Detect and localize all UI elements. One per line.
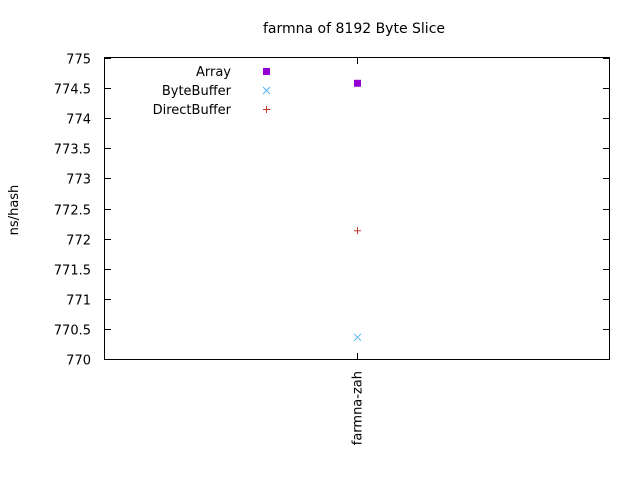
legend-label: Array [196,65,231,80]
y-tick-label: 771 [66,294,91,309]
y-tick-label: 770 [66,354,91,369]
legend-label: ByteBuffer [162,84,232,99]
data-points [354,80,361,341]
y-tick-label: 773 [66,173,91,188]
x-axis: farmna-zah [351,58,366,445]
y-tick-label: 772.5 [54,204,91,219]
y-tick-label: 775 [66,53,91,68]
chart-title: farmna of 8192 Byte Slice [263,21,445,37]
legend-marker [263,106,270,113]
y-tick-label: 773.5 [54,143,91,158]
y-tick-label: 774 [66,113,91,128]
legend: Array ByteBuffer DirectBuffer [153,65,270,118]
legend-marker [263,87,270,94]
legend-marker [263,68,270,75]
legend-label: DirectBuffer [153,103,232,118]
y-tick-label: 774.5 [54,83,91,98]
y-tick-label: 771.5 [54,264,91,279]
y-tick-label: 772 [66,234,91,249]
y-axis: 770 770.5 771 771.5 772 772.5 773 773.5 774 774.5… [54,53,609,369]
data-point [354,227,361,234]
data-point [354,80,361,87]
data-point [354,334,361,341]
x-tick-label: farmna-zah [351,371,366,445]
y-tick-label: 770.5 [54,324,91,339]
y-axis-label: ns/hash [7,185,22,236]
